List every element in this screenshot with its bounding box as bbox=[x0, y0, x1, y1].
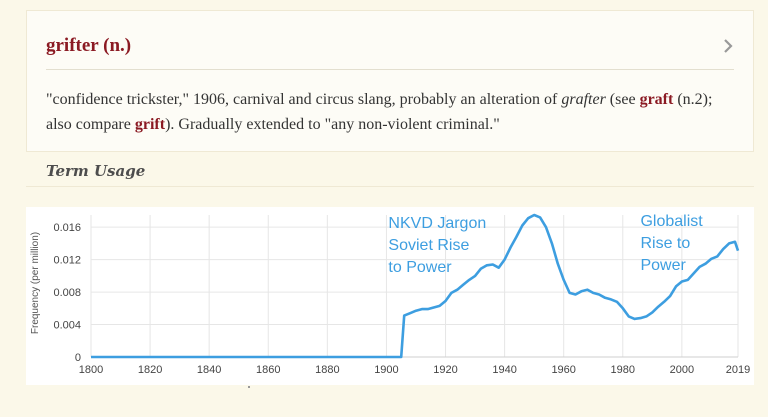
x-tick-label: 1860 bbox=[256, 364, 280, 376]
decorative-dot bbox=[248, 386, 250, 388]
x-tick-label: 1960 bbox=[551, 364, 575, 376]
xref-link-graft[interactable]: graft bbox=[639, 91, 674, 108]
usage-line-chart: 1800 1820 1840 1860 1880 1900 1920 1940 1960 1980… bbox=[30, 213, 750, 376]
entry-title[interactable]: grifter (n.) bbox=[46, 35, 132, 56]
chart-annotation-line: Rise to bbox=[640, 235, 690, 252]
chart-annotation-line: NKVD Jargon bbox=[388, 215, 486, 232]
x-tick-label: 1880 bbox=[315, 364, 339, 376]
term-usage-heading: Term Usage bbox=[46, 162, 146, 180]
y-tick-label: 0.016 bbox=[53, 222, 81, 234]
x-tick-label: 1840 bbox=[197, 364, 221, 376]
usage-divider bbox=[26, 186, 754, 187]
chart-annotation-line: Power bbox=[640, 257, 686, 274]
x-tick-label: 1980 bbox=[611, 364, 635, 376]
x-tick-label: 1940 bbox=[492, 364, 516, 376]
etymology-entry-card: grifter (n.) "confidence trickster," 190… bbox=[26, 10, 754, 152]
definition-text-4: ). Gradually extended to "any non-violen… bbox=[165, 116, 500, 133]
y-tick-label: 0.012 bbox=[53, 255, 81, 267]
series-line bbox=[91, 213, 740, 359]
definition-text-2: (see bbox=[605, 91, 640, 108]
x-tick-label: 1800 bbox=[79, 364, 103, 376]
chart-annotation-line: to Power bbox=[388, 259, 452, 276]
x-tick-label: 1900 bbox=[374, 364, 398, 376]
y-axis-label: Frequency (per million) bbox=[30, 232, 41, 334]
x-tick-label: 1820 bbox=[138, 364, 162, 376]
x-tick-label: 2000 bbox=[670, 364, 694, 376]
y-tick-label: 0 bbox=[75, 352, 81, 364]
y-tick-label: 0.008 bbox=[53, 287, 81, 299]
xref-link-grift[interactable]: grift bbox=[134, 116, 166, 133]
y-tick-label: 0.004 bbox=[53, 320, 81, 332]
definition-italic-word: grafter bbox=[561, 91, 606, 108]
chart-annotation-line: Soviet Rise bbox=[388, 237, 469, 254]
definition-text-3: (n.2); also compare bbox=[46, 91, 713, 133]
chevron-right-icon[interactable] bbox=[720, 38, 736, 54]
definition-text-1: "confidence trickster," 1906, carnival a… bbox=[46, 91, 562, 108]
chart-annotation-line: Globalist bbox=[640, 213, 703, 230]
x-tick-label: 1920 bbox=[433, 364, 457, 376]
entry-definition: "confidence trickster," 1906, carnival a… bbox=[46, 87, 736, 137]
usage-chart-card: 1800 1820 1840 1860 1880 1900 1920 1940 1960 1980… bbox=[26, 207, 754, 385]
x-tick-label: 2019 bbox=[726, 364, 750, 376]
entry-divider bbox=[46, 69, 734, 70]
entry-header[interactable]: grifter (n.) bbox=[46, 35, 736, 57]
